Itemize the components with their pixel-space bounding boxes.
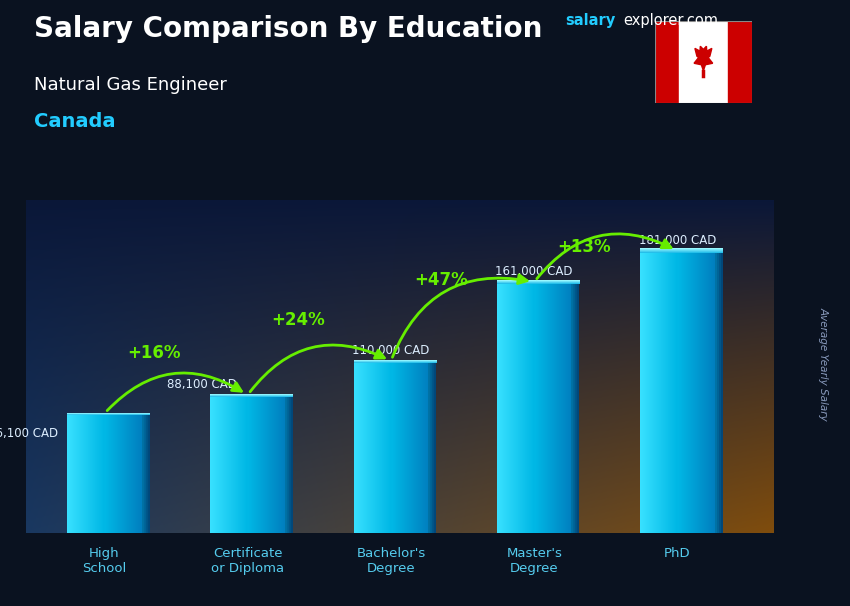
- Bar: [679, 21, 728, 103]
- Text: +13%: +13%: [558, 238, 611, 256]
- Text: 76,100 CAD: 76,100 CAD: [0, 427, 59, 439]
- Text: +16%: +16%: [128, 344, 181, 362]
- Bar: [728, 21, 752, 103]
- Text: +24%: +24%: [271, 311, 325, 329]
- Text: 110,000 CAD: 110,000 CAD: [352, 344, 429, 357]
- Text: Salary Comparison By Education: Salary Comparison By Education: [34, 15, 542, 43]
- Bar: [654, 21, 679, 103]
- Text: 88,100 CAD: 88,100 CAD: [167, 378, 236, 391]
- Text: Average Yearly Salary: Average Yearly Salary: [819, 307, 829, 421]
- Text: salary: salary: [565, 13, 615, 28]
- Text: Natural Gas Engineer: Natural Gas Engineer: [34, 76, 227, 94]
- Text: explorer.com: explorer.com: [623, 13, 718, 28]
- Text: Canada: Canada: [34, 112, 116, 131]
- Polygon shape: [694, 46, 712, 71]
- Text: +47%: +47%: [414, 271, 468, 289]
- Text: 181,000 CAD: 181,000 CAD: [639, 234, 717, 247]
- Text: 161,000 CAD: 161,000 CAD: [496, 265, 573, 278]
